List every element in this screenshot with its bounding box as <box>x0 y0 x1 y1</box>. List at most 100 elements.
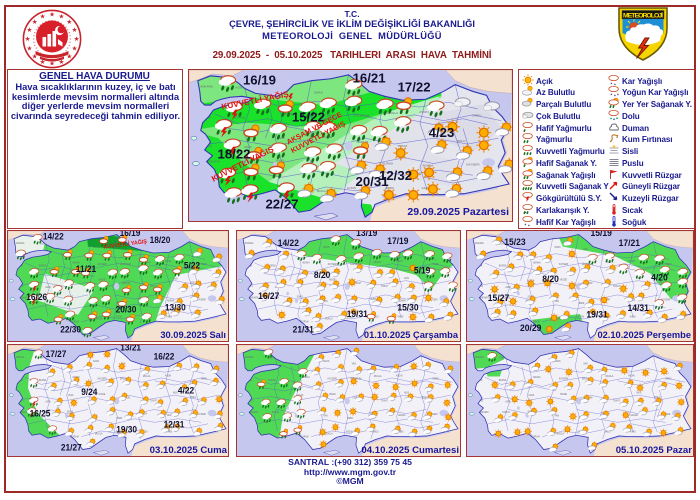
svg-text:KARS: KARS <box>398 316 404 319</box>
svg-text:8/20: 8/20 <box>314 270 331 280</box>
svg-text:ERZURUM: ERZURUM <box>120 378 131 380</box>
svg-text:MUGLA: MUGLA <box>143 261 151 264</box>
svg-text:KONYA: KONYA <box>269 242 277 245</box>
svg-text:VAN: VAN <box>121 248 126 251</box>
svg-text:MUS: MUS <box>404 393 409 395</box>
svg-text:15/27: 15/27 <box>488 293 510 303</box>
svg-text:ORDU: ORDU <box>432 378 439 380</box>
svg-text:17/19: 17/19 <box>387 236 408 246</box>
svg-text:BOLU: BOLU <box>654 282 660 284</box>
svg-text:13/19: 13/19 <box>356 231 377 238</box>
svg-text:BURSA: BURSA <box>39 379 47 382</box>
svg-text:KONYA: KONYA <box>40 357 48 360</box>
svg-text:KONYA: KONYA <box>42 411 50 414</box>
svg-text:NIGDE: NIGDE <box>329 394 336 396</box>
svg-text:★: ★ <box>32 18 38 26</box>
svg-text:KAYSERI: KAYSERI <box>328 377 338 380</box>
svg-text:MUGLA: MUGLA <box>143 375 151 378</box>
svg-text:ADANA: ADANA <box>398 299 406 302</box>
svg-text:SIVAS: SIVAS <box>554 246 561 249</box>
svg-text:ADANA: ADANA <box>533 262 541 265</box>
svg-text:KONYA: KONYA <box>500 357 508 360</box>
svg-text:ADANA: ADANA <box>167 414 175 417</box>
svg-text:★: ★ <box>49 11 55 19</box>
svg-text:11/21: 11/21 <box>76 264 97 274</box>
svg-text:16/25: 16/25 <box>30 408 51 418</box>
svg-text:4/20: 4/20 <box>651 273 668 283</box>
svg-text:ADANA: ADANA <box>167 299 175 302</box>
svg-text:ORDU: ORDU <box>372 317 379 319</box>
svg-text:*: * <box>525 222 527 227</box>
svg-text:ANKARA: ANKARA <box>207 160 221 164</box>
svg-text:ORDU: ORDU <box>665 264 672 266</box>
svg-text:KONYA: KONYA <box>500 242 508 245</box>
svg-text:18/22: 18/22 <box>218 147 251 162</box>
svg-text:KARS: KARS <box>166 430 172 433</box>
svg-text:★: ★ <box>40 58 46 66</box>
svg-text:NIGDE: NIGDE <box>560 394 567 396</box>
svg-text:ADANA: ADANA <box>533 376 541 379</box>
svg-text:ORDU: ORDU <box>665 378 672 380</box>
svg-text:5/22: 5/22 <box>184 260 200 270</box>
svg-text:ERZURUM: ERZURUM <box>582 378 593 380</box>
svg-text:SIVAS: SIVAS <box>323 246 330 249</box>
svg-text:*: * <box>611 93 613 98</box>
svg-text:ADANA: ADANA <box>72 262 80 265</box>
svg-text:ANKARA: ANKARA <box>245 242 254 245</box>
svg-text:★: ★ <box>26 26 32 34</box>
svg-text:BOLU: BOLU <box>422 397 428 399</box>
svg-text:USAK: USAK <box>528 394 534 397</box>
svg-text:*: * <box>614 94 616 98</box>
svg-text:BOLU: BOLU <box>190 397 196 399</box>
svg-text:MUGLA: MUGLA <box>95 318 103 321</box>
svg-text:MUGLA: MUGLA <box>387 111 399 115</box>
svg-text:19/30: 19/30 <box>116 424 137 434</box>
svg-text:KAYSERI: KAYSERI <box>559 263 569 266</box>
svg-text:16/27: 16/27 <box>258 291 279 301</box>
svg-text:4/22: 4/22 <box>178 385 194 395</box>
svg-text:ERZURUM: ERZURUM <box>68 322 79 324</box>
svg-text:SIVAS: SIVAS <box>93 246 100 249</box>
svg-text:BURSA: BURSA <box>382 162 394 166</box>
svg-text:ANKARA: ANKARA <box>245 356 254 359</box>
svg-text:ADANA: ADANA <box>630 299 638 302</box>
svg-text:15/23: 15/23 <box>504 237 526 247</box>
svg-text:ORDU: ORDU <box>472 114 481 118</box>
svg-text:BURSA: BURSA <box>268 379 276 382</box>
svg-text:KARS: KARS <box>422 186 430 190</box>
svg-text:*: * <box>525 210 527 215</box>
svg-text:METEOROLOJİ: METEOROLOJİ <box>623 11 663 19</box>
svg-text:AYDIN: AYDIN <box>165 374 172 377</box>
svg-text:KONYA: KONYA <box>40 242 48 245</box>
svg-text:ADANA: ADANA <box>302 376 310 379</box>
svg-text:16/19: 16/19 <box>120 231 141 238</box>
svg-text:AYDIN: AYDIN <box>346 430 353 433</box>
svg-text:12/31: 12/31 <box>164 419 185 429</box>
svg-text:ANKARA: ANKARA <box>480 296 489 299</box>
svg-text:BOLU: BOLU <box>457 139 465 143</box>
svg-text:20/30: 20/30 <box>116 304 137 314</box>
svg-text:ANKARA: ANKARA <box>16 356 25 359</box>
svg-text:ADANA: ADANA <box>398 414 406 417</box>
svg-text:16/21: 16/21 <box>353 71 386 86</box>
svg-text:AYDIN: AYDIN <box>116 316 123 319</box>
svg-text:IZMIR: IZMIR <box>347 303 353 305</box>
svg-text:VAN: VAN <box>352 248 357 251</box>
svg-text:4/23: 4/23 <box>429 125 455 140</box>
svg-text:VAN: VAN <box>121 362 126 365</box>
svg-text:SIVAS: SIVAS <box>276 159 285 163</box>
svg-text:KAYSERI: KAYSERI <box>661 299 671 302</box>
svg-text:22/27: 22/27 <box>265 196 298 211</box>
svg-text:KARS: KARS <box>166 316 172 319</box>
svg-text:AYDIN: AYDIN <box>577 316 584 319</box>
svg-text:AGRI: AGRI <box>244 145 252 149</box>
svg-text:★: ★ <box>58 58 64 66</box>
svg-text:BURSA: BURSA <box>499 379 507 382</box>
svg-text:16/22: 16/22 <box>154 351 175 361</box>
svg-text:KAYSERI: KAYSERI <box>197 298 206 301</box>
svg-text:KAYSERI: KAYSERI <box>97 377 106 380</box>
svg-text:AYDIN: AYDIN <box>347 186 356 190</box>
svg-text:MUGLA: MUGLA <box>374 261 382 264</box>
svg-text:KAYSERI: KAYSERI <box>428 413 438 416</box>
svg-text:KONYA: KONYA <box>269 357 277 360</box>
